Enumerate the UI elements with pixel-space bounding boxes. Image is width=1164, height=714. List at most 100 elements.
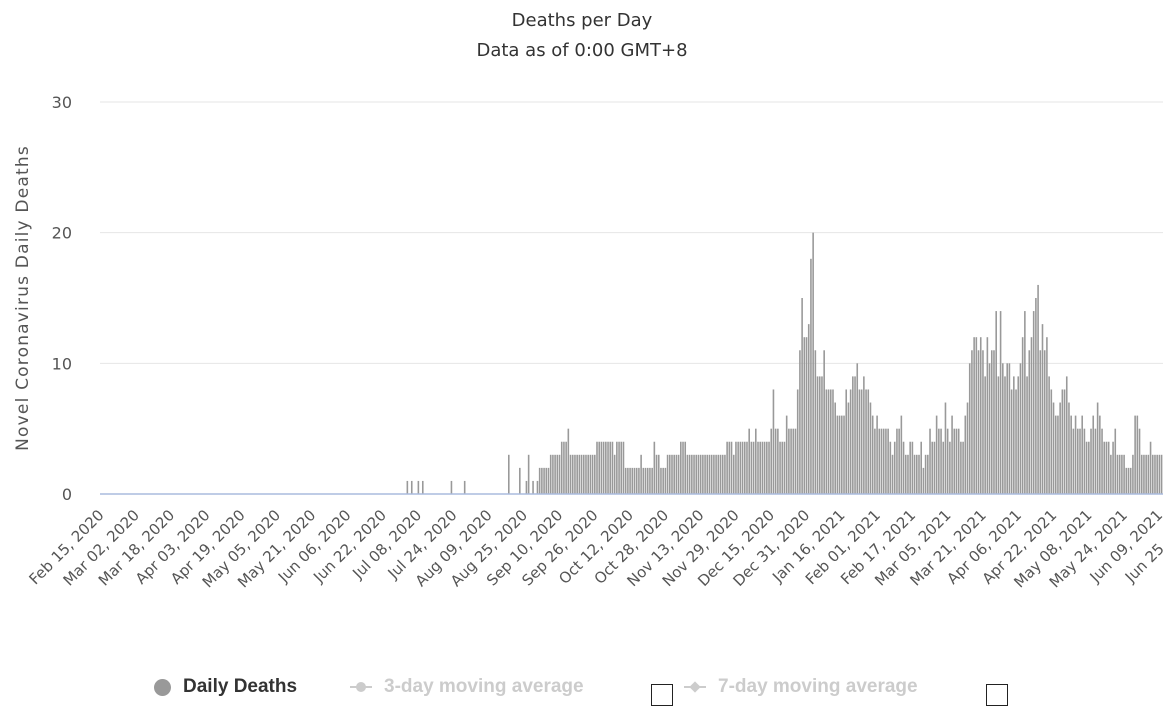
bar[interactable] [673, 455, 675, 494]
bar[interactable] [784, 442, 786, 494]
bar[interactable] [1143, 455, 1145, 494]
bar[interactable] [572, 455, 574, 494]
bar[interactable] [751, 442, 753, 494]
bar[interactable] [422, 481, 424, 494]
bar[interactable] [907, 455, 909, 494]
bar[interactable] [526, 481, 528, 494]
bar[interactable] [801, 298, 803, 494]
bar[interactable] [1148, 455, 1150, 494]
bar[interactable] [713, 455, 715, 494]
bar[interactable] [581, 455, 583, 494]
bar[interactable] [643, 468, 645, 494]
bar[interactable] [797, 389, 799, 494]
bar[interactable] [726, 442, 728, 494]
bar[interactable] [748, 429, 750, 494]
bar[interactable] [936, 416, 938, 494]
bar[interactable] [548, 468, 550, 494]
bar[interactable] [1161, 455, 1163, 494]
bar[interactable] [781, 442, 783, 494]
legend-item-7-day-average[interactable]: 7-day moving average [684, 676, 918, 698]
bar[interactable] [605, 442, 607, 494]
bar[interactable] [587, 455, 589, 494]
bar[interactable] [826, 389, 828, 494]
bar[interactable] [574, 455, 576, 494]
bar[interactable] [912, 442, 914, 494]
bar[interactable] [1011, 389, 1013, 494]
bar[interactable] [1099, 416, 1101, 494]
bar[interactable] [934, 442, 936, 494]
bar[interactable] [759, 442, 761, 494]
bar[interactable] [845, 389, 847, 494]
bar[interactable] [757, 442, 759, 494]
bar[interactable] [711, 455, 713, 494]
bar[interactable] [896, 429, 898, 494]
bar[interactable] [1123, 455, 1125, 494]
bar[interactable] [1006, 363, 1008, 494]
bar[interactable] [927, 455, 929, 494]
bar[interactable] [1066, 376, 1068, 494]
bar[interactable] [731, 442, 733, 494]
bar[interactable] [715, 455, 717, 494]
bar[interactable] [861, 389, 863, 494]
bar[interactable] [680, 442, 682, 494]
bar[interactable] [667, 455, 669, 494]
bar[interactable] [744, 442, 746, 494]
bar[interactable] [856, 363, 858, 494]
bar[interactable] [1152, 455, 1154, 494]
bar[interactable] [799, 350, 801, 494]
bar[interactable] [982, 350, 984, 494]
bar[interactable] [872, 416, 874, 494]
bar[interactable] [658, 455, 660, 494]
bar[interactable] [1088, 442, 1090, 494]
bar[interactable] [1106, 442, 1108, 494]
bar[interactable] [1046, 337, 1048, 494]
bar[interactable] [1156, 455, 1158, 494]
bar[interactable] [649, 468, 651, 494]
bar[interactable] [766, 442, 768, 494]
bar[interactable] [859, 389, 861, 494]
bar[interactable] [920, 442, 922, 494]
bar[interactable] [1095, 429, 1097, 494]
bar[interactable] [1145, 455, 1147, 494]
bar[interactable] [1079, 429, 1081, 494]
bar[interactable] [1024, 311, 1026, 494]
bar[interactable] [640, 455, 642, 494]
bar[interactable] [1119, 455, 1121, 494]
bar[interactable] [1062, 389, 1064, 494]
bar[interactable] [671, 455, 673, 494]
bar[interactable] [810, 259, 812, 494]
bar[interactable] [451, 481, 453, 494]
bar[interactable] [1077, 429, 1079, 494]
bar[interactable] [594, 455, 596, 494]
bar[interactable] [830, 389, 832, 494]
bar[interactable] [1015, 389, 1017, 494]
bar[interactable] [764, 442, 766, 494]
bar[interactable] [746, 442, 748, 494]
bar[interactable] [647, 468, 649, 494]
bar[interactable] [1055, 416, 1057, 494]
bar[interactable] [1090, 429, 1092, 494]
bar[interactable] [519, 468, 521, 494]
bar[interactable] [656, 455, 658, 494]
bar[interactable] [411, 481, 413, 494]
bar[interactable] [1053, 403, 1055, 494]
bar[interactable] [1108, 442, 1110, 494]
bar[interactable] [817, 376, 819, 494]
bar[interactable] [687, 455, 689, 494]
bar[interactable] [949, 442, 951, 494]
bar[interactable] [550, 455, 552, 494]
bar[interactable] [691, 455, 693, 494]
bar[interactable] [700, 455, 702, 494]
bar[interactable] [777, 429, 779, 494]
bar[interactable] [1086, 442, 1088, 494]
bar[interactable] [1073, 429, 1075, 494]
bar[interactable] [998, 376, 1000, 494]
bar[interactable] [773, 389, 775, 494]
bar[interactable] [1130, 468, 1132, 494]
bar[interactable] [931, 442, 933, 494]
bar[interactable] [1075, 416, 1077, 494]
bar[interactable] [942, 442, 944, 494]
bar[interactable] [984, 376, 986, 494]
bar[interactable] [1132, 455, 1134, 494]
bar[interactable] [1101, 429, 1103, 494]
